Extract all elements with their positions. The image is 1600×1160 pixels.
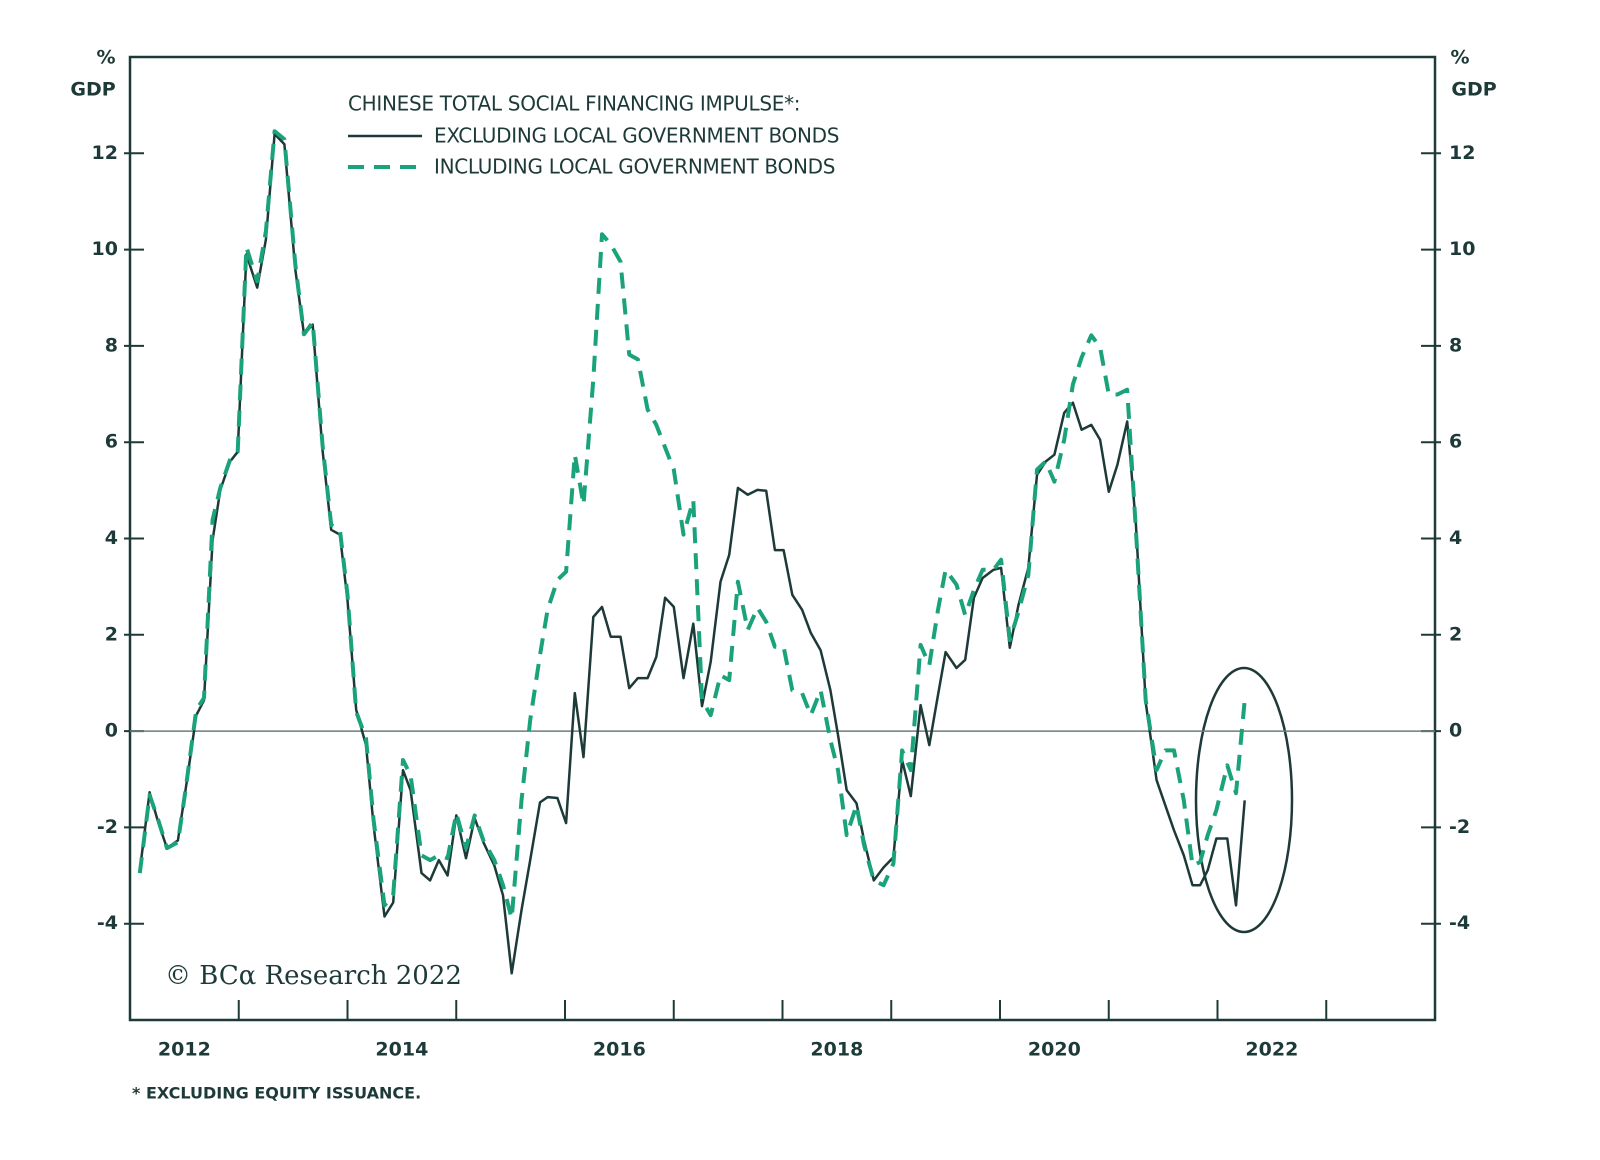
y2-unit: % xyxy=(1450,47,1469,69)
legend-title: CHINESE TOTAL SOCIAL FINANCING IMPULSE*: xyxy=(348,92,800,116)
highlight-ellipse xyxy=(1194,666,1294,934)
series-line xyxy=(138,132,1246,975)
y-tick-label: 12 xyxy=(92,142,118,164)
y2-tick-label: 10 xyxy=(1449,238,1475,260)
y-tick-label: 6 xyxy=(105,431,118,453)
y2-tick-label: -2 xyxy=(1449,816,1470,838)
legend: CHINESE TOTAL SOCIAL FINANCING IMPULSE*:… xyxy=(348,92,839,179)
legend-label: EXCLUDING LOCAL GOVERNMENT BONDS xyxy=(434,124,839,148)
y-tick-label: 4 xyxy=(105,527,118,549)
x-tick-label: 2014 xyxy=(375,1039,428,1061)
series-line xyxy=(137,129,1247,921)
y-tick-label: 0 xyxy=(105,720,118,742)
y2-tick-label: 8 xyxy=(1449,334,1462,356)
y-tick-label: 10 xyxy=(92,238,118,260)
y2-tick-label: -4 xyxy=(1449,912,1470,934)
x-tick-label: 2016 xyxy=(593,1039,646,1061)
y-unit: GDP xyxy=(70,79,115,101)
y2-tick-label: 12 xyxy=(1449,142,1475,164)
x-tick-label: 2018 xyxy=(810,1039,863,1061)
footnote: * EXCLUDING EQUITY ISSUANCE. xyxy=(132,1084,421,1103)
y-tick-label: 8 xyxy=(105,334,118,356)
y-tick-label: 2 xyxy=(105,623,118,645)
legend-label: INCLUDING LOCAL GOVERNMENT BONDS xyxy=(434,155,835,179)
y-unit: % xyxy=(96,47,115,69)
copyright: © BCα Research 2022 xyxy=(165,961,462,991)
y-tick-label: -2 xyxy=(97,816,118,838)
y2-unit: GDP xyxy=(1451,79,1496,101)
x-tick-label: 2022 xyxy=(1245,1039,1298,1061)
y2-tick-label: 0 xyxy=(1449,720,1462,742)
x-tick-label: 2020 xyxy=(1028,1039,1081,1061)
y2-tick-label: 6 xyxy=(1449,431,1462,453)
x-tick-label: 2012 xyxy=(158,1039,211,1061)
y2-tick-label: 4 xyxy=(1449,527,1462,549)
y-tick-label: -4 xyxy=(97,912,118,934)
y2-tick-label: 2 xyxy=(1449,623,1462,645)
